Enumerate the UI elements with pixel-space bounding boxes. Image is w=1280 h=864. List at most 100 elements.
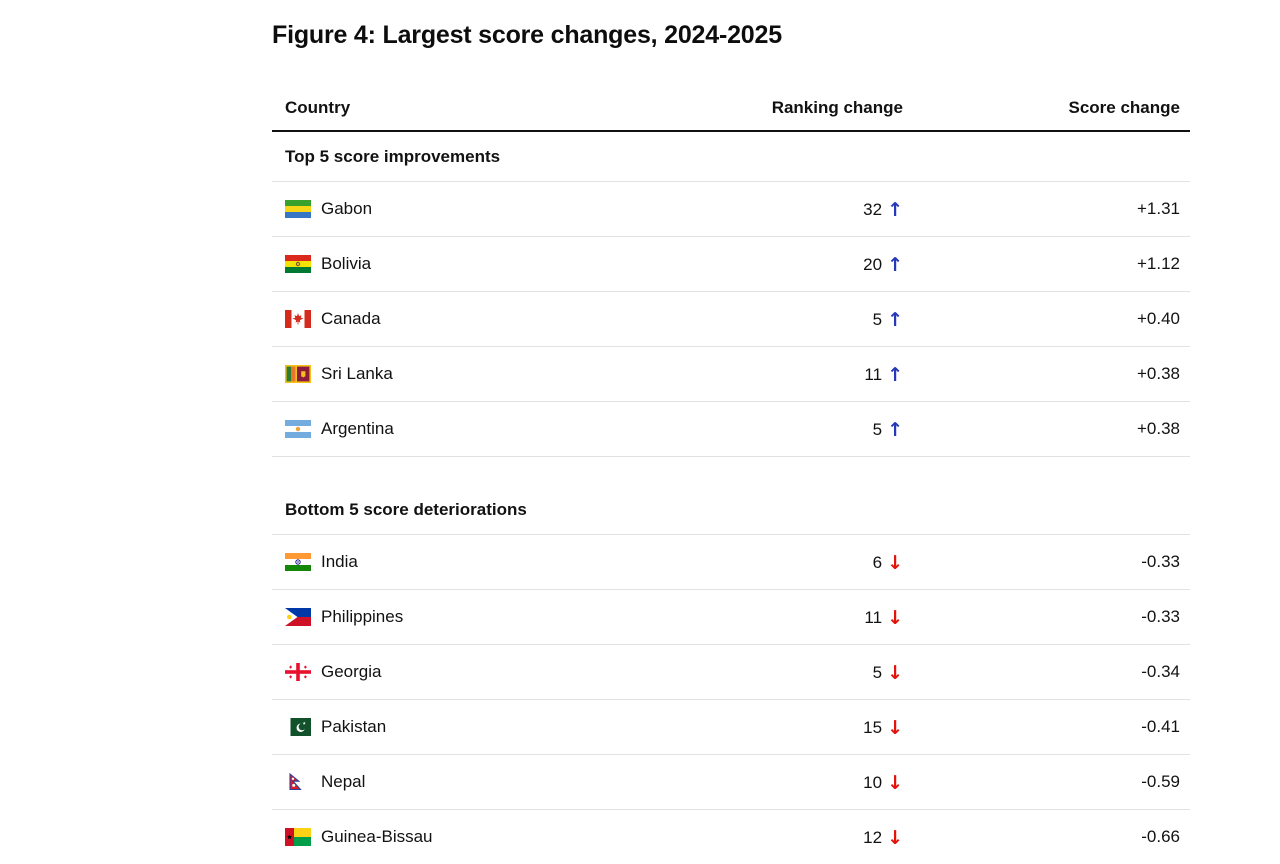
country-cell: Argentina bbox=[272, 419, 675, 439]
ranking-change-cell: 6 ↓ bbox=[675, 551, 915, 574]
country-name: Argentina bbox=[321, 419, 394, 438]
country-name: Pakistan bbox=[321, 717, 387, 736]
score-change-cell: -0.33 bbox=[1141, 607, 1180, 626]
ranking-change-value: 12 bbox=[863, 828, 883, 847]
table-row: Argentina 5 ↑ +0.38 bbox=[272, 402, 1190, 457]
table-row: Gabon 32 ↑ +1.31 bbox=[272, 182, 1190, 237]
philippines-flag-icon bbox=[285, 608, 311, 626]
guinea-bissau-flag-icon bbox=[285, 828, 311, 846]
ranking-change-value: 11 bbox=[864, 608, 883, 627]
table-row: Guinea-Bissau 12 ↓ -0.66 bbox=[272, 810, 1190, 864]
down-arrow-icon: ↓ bbox=[887, 827, 903, 849]
country-name: Philippines bbox=[321, 607, 404, 626]
score-change-cell: +1.12 bbox=[1136, 254, 1180, 273]
country-cell: Guinea-Bissau bbox=[272, 827, 675, 847]
country-name: Bolivia bbox=[321, 254, 372, 273]
ranking-change-cell: 11 ↓ bbox=[675, 606, 915, 629]
ranking-change-cell: 15 ↓ bbox=[675, 716, 915, 739]
section-label: Top 5 score improvements bbox=[272, 132, 1190, 182]
table-header-row: Country Ranking change Score change bbox=[272, 86, 1190, 132]
sri-lanka-flag-icon bbox=[285, 365, 311, 383]
table-section: Top 5 score improvements Gabon 32 ↑ +1.31… bbox=[272, 132, 1190, 457]
table-row: Bolivia 20 ↑ +1.12 bbox=[272, 237, 1190, 292]
score-change-cell: -0.41 bbox=[1141, 717, 1180, 736]
ranking-change-cell: 5 ↑ bbox=[675, 418, 915, 441]
ranking-change-cell: 5 ↑ bbox=[675, 308, 915, 331]
column-header-ranking-change: Ranking change bbox=[771, 98, 903, 117]
ranking-change-value: 32 bbox=[863, 200, 883, 219]
score-changes-table: Country Ranking change Score change Top … bbox=[272, 86, 1190, 864]
ranking-change-value: 15 bbox=[863, 718, 883, 737]
score-change-cell: +0.38 bbox=[1136, 419, 1180, 438]
table-row: Philippines 11 ↓ -0.33 bbox=[272, 590, 1190, 645]
bolivia-flag-icon bbox=[285, 255, 311, 273]
country-cell: India bbox=[272, 552, 675, 572]
nepal-flag-icon bbox=[285, 773, 311, 791]
figure-title: Figure 4: Largest score changes, 2024-20… bbox=[272, 21, 782, 49]
country-name: India bbox=[321, 552, 358, 571]
ranking-change-value: 6 bbox=[872, 553, 883, 572]
india-flag-icon bbox=[285, 553, 311, 571]
ranking-change-cell: 11 ↑ bbox=[675, 363, 915, 386]
argentina-flag-icon bbox=[285, 420, 311, 438]
country-name: Georgia bbox=[321, 662, 382, 681]
up-arrow-icon: ↑ bbox=[887, 199, 903, 221]
table-body: Top 5 score improvements Gabon 32 ↑ +1.31… bbox=[272, 132, 1190, 864]
country-cell: Gabon bbox=[272, 199, 675, 219]
up-arrow-icon: ↑ bbox=[887, 364, 903, 386]
up-arrow-icon: ↑ bbox=[887, 419, 903, 441]
ranking-change-value: 20 bbox=[863, 255, 883, 274]
score-change-cell: +1.31 bbox=[1136, 199, 1180, 218]
score-change-cell: +0.40 bbox=[1136, 309, 1180, 328]
country-name: Guinea-Bissau bbox=[321, 827, 433, 846]
table-row: Nepal 10 ↓ -0.59 bbox=[272, 755, 1190, 810]
column-header-country: Country bbox=[285, 98, 351, 117]
section-label: Bottom 5 score deteriorations bbox=[272, 485, 1190, 535]
country-cell: Pakistan bbox=[272, 717, 675, 737]
georgia-flag-icon bbox=[285, 663, 311, 681]
section-rows: India 6 ↓ -0.33 Philippines 11 ↓ -0.33 Geo… bbox=[272, 535, 1190, 864]
country-cell: Nepal bbox=[272, 772, 675, 792]
section-rows: Gabon 32 ↑ +1.31 Bolivia 20 ↑ +1.12 Canada… bbox=[272, 182, 1190, 457]
score-change-cell: -0.34 bbox=[1141, 662, 1180, 681]
ranking-change-cell: 12 ↓ bbox=[675, 826, 915, 849]
down-arrow-icon: ↓ bbox=[887, 552, 903, 574]
table-row: Pakistan 15 ↓ -0.41 bbox=[272, 700, 1190, 755]
country-cell: Bolivia bbox=[272, 254, 675, 274]
table-row: Sri Lanka 11 ↑ +0.38 bbox=[272, 347, 1190, 402]
up-arrow-icon: ↑ bbox=[887, 254, 903, 276]
down-arrow-icon: ↓ bbox=[887, 772, 903, 794]
country-name: Canada bbox=[321, 309, 381, 328]
ranking-change-value: 5 bbox=[872, 310, 883, 329]
up-arrow-icon: ↑ bbox=[887, 309, 903, 331]
ranking-change-value: 5 bbox=[872, 663, 883, 682]
ranking-change-cell: 20 ↑ bbox=[675, 253, 915, 276]
country-cell: Sri Lanka bbox=[272, 364, 675, 384]
country-name: Gabon bbox=[321, 199, 373, 218]
ranking-change-cell: 10 ↓ bbox=[675, 771, 915, 794]
ranking-change-value: 5 bbox=[872, 420, 883, 439]
table-row: India 6 ↓ -0.33 bbox=[272, 535, 1190, 590]
score-change-cell: -0.33 bbox=[1141, 552, 1180, 571]
column-header-score-change: Score change bbox=[1068, 98, 1181, 117]
ranking-change-value: 10 bbox=[863, 773, 883, 792]
canada-flag-icon bbox=[285, 310, 311, 328]
pakistan-flag-icon bbox=[285, 718, 311, 736]
table-row: Georgia 5 ↓ -0.34 bbox=[272, 645, 1190, 700]
ranking-change-cell: 32 ↑ bbox=[675, 198, 915, 221]
country-name: Sri Lanka bbox=[321, 364, 393, 383]
gabon-flag-icon bbox=[285, 200, 311, 218]
figure-container: Figure 4: Largest score changes, 2024-20… bbox=[272, 20, 1190, 864]
country-name: Nepal bbox=[321, 772, 366, 791]
score-change-cell: -0.59 bbox=[1141, 772, 1180, 791]
ranking-change-cell: 5 ↓ bbox=[675, 661, 915, 684]
table-section: Bottom 5 score deteriorations India 6 ↓ -… bbox=[272, 485, 1190, 864]
table-row: Canada 5 ↑ +0.40 bbox=[272, 292, 1190, 347]
score-change-cell: +0.38 bbox=[1136, 364, 1180, 383]
down-arrow-icon: ↓ bbox=[887, 662, 903, 684]
country-cell: Georgia bbox=[272, 662, 675, 682]
country-cell: Canada bbox=[272, 309, 675, 329]
down-arrow-icon: ↓ bbox=[887, 717, 903, 739]
ranking-change-value: 11 bbox=[864, 365, 883, 384]
score-change-cell: -0.66 bbox=[1141, 827, 1180, 846]
